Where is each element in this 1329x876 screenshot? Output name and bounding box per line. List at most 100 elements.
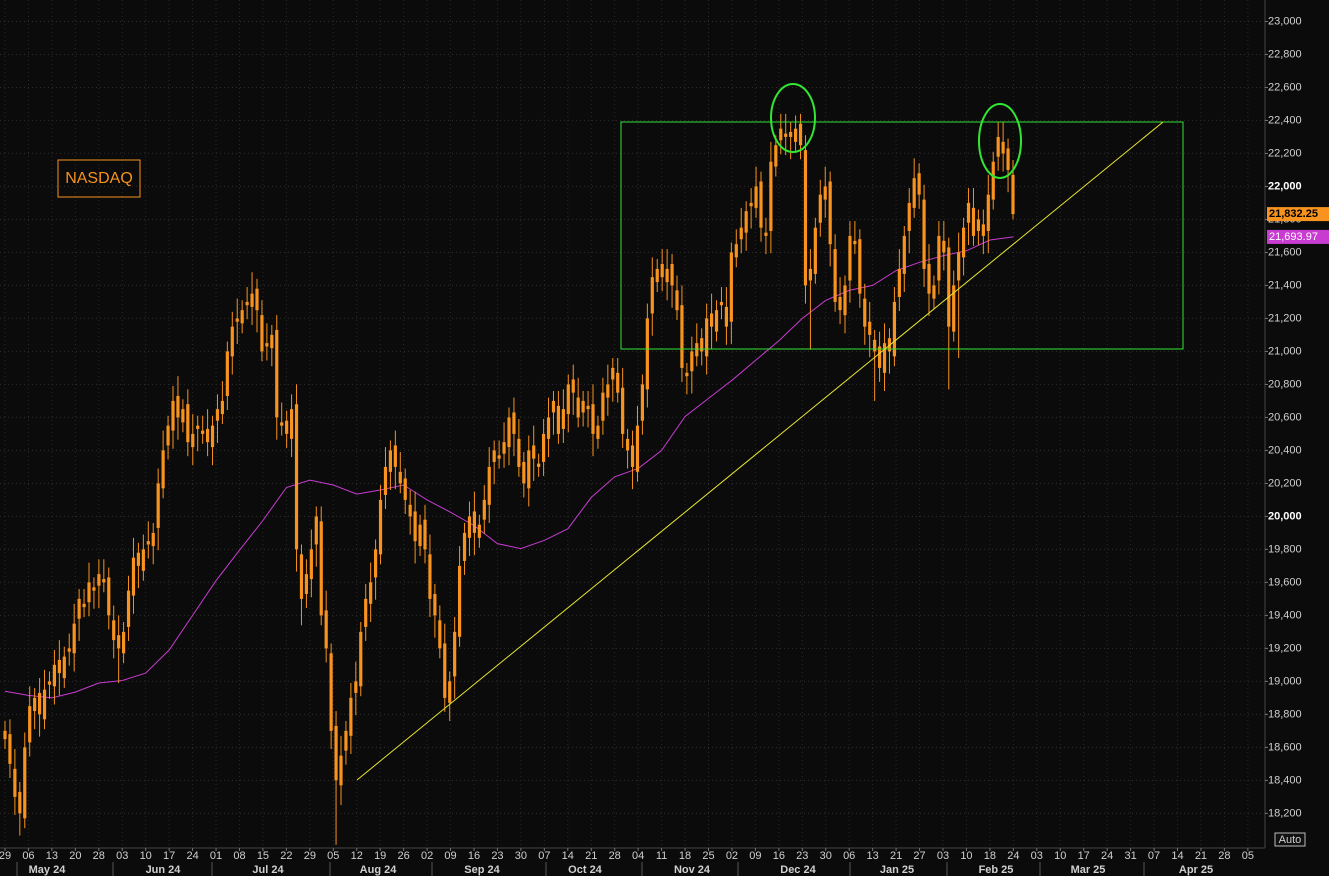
candle-body: [803, 150, 808, 286]
candle-body: [33, 697, 37, 712]
scale-button-label[interactable]: Auto: [1279, 834, 1302, 846]
x-tick-label: 23: [491, 850, 503, 862]
candle-body: [151, 532, 155, 547]
candle-body: [596, 425, 600, 439]
candle-body: [882, 343, 887, 373]
candle-body: [398, 471, 402, 484]
candle-body: [833, 249, 837, 302]
candle-body: [650, 277, 654, 314]
annotations: [356, 83, 1184, 781]
candle-body: [655, 268, 659, 283]
candle-body: [892, 301, 897, 357]
candle-body: [433, 593, 437, 616]
x-tick-label: 24: [186, 850, 198, 862]
month-label: Aug 24: [360, 864, 398, 876]
candle-body: [413, 511, 417, 542]
candle-body: [1006, 148, 1010, 170]
axes: 18,200 18,400 18,600 18,800 19,000 19,200 19,4…: [0, 15, 1329, 876]
candle-body: [457, 565, 462, 637]
x-tick-label: 05: [327, 850, 339, 862]
candle-body: [97, 574, 101, 586]
candle-body: [907, 202, 911, 231]
range-box: [620, 121, 1184, 350]
candle-body: [393, 445, 397, 467]
candle-body: [240, 310, 244, 324]
candle-body: [789, 131, 793, 137]
candle-body: [976, 219, 981, 231]
candle-body: [369, 582, 373, 604]
candle-body: [645, 318, 649, 390]
candle-layer: [3, 113, 1015, 845]
month-label: Sep 24: [464, 864, 500, 876]
candle-body: [537, 463, 541, 467]
candle-body: [868, 321, 872, 335]
x-tick-label: 24: [1007, 850, 1019, 862]
legend-label: NASDAQ: [65, 170, 133, 187]
candle-body: [561, 409, 565, 429]
candle-body: [764, 232, 768, 236]
y-tick-label: 18,200: [1268, 807, 1302, 819]
candle-body: [255, 288, 259, 311]
x-tick-label: 28: [93, 850, 105, 862]
candle-body: [541, 433, 546, 462]
candle-body: [230, 326, 234, 357]
month-label: Jun 24: [146, 864, 182, 876]
candle-body: [448, 681, 452, 703]
x-tick-label: 27: [913, 850, 925, 862]
candle-body: [482, 499, 486, 520]
candle-body: [798, 123, 803, 146]
candle-body: [522, 461, 526, 484]
candle-body: [754, 186, 758, 208]
candle-body: [171, 400, 175, 431]
candle-body: [3, 730, 7, 740]
candle-body: [996, 136, 1000, 157]
y-tick-label: 21,200: [1268, 312, 1302, 324]
candle-body: [774, 145, 778, 167]
y-tick-label: 20,600: [1268, 411, 1302, 423]
candle-body: [408, 504, 412, 517]
candle-body: [1001, 141, 1005, 154]
y-tick-label: 21,600: [1268, 246, 1302, 258]
candle-body: [112, 620, 116, 641]
candle-body: [947, 247, 951, 327]
candle-body: [675, 290, 679, 311]
candle-body: [314, 516, 318, 545]
month-label: Feb 25: [979, 864, 1014, 876]
x-tick-label: 21: [1195, 850, 1207, 862]
candle-body: [966, 202, 971, 223]
candle-body: [690, 351, 694, 372]
candle-body: [512, 412, 516, 434]
candle-body: [853, 240, 857, 245]
candle-body: [196, 425, 200, 429]
x-tick-label: 02: [421, 850, 433, 862]
month-label: Dec 24: [780, 864, 816, 876]
scale-button[interactable]: [1274, 832, 1306, 847]
candle-body: [942, 240, 946, 253]
candle-body: [181, 409, 185, 423]
candle-body: [981, 224, 985, 236]
candle-body: [714, 310, 719, 332]
y-tick-label: 21,400: [1268, 279, 1302, 291]
y-tick-label: 20,200: [1268, 477, 1302, 489]
y-tick-label: 23,000: [1268, 15, 1302, 27]
candle-body: [121, 631, 126, 654]
candle-body: [517, 438, 521, 467]
candle-body: [877, 346, 882, 368]
candle-body: [902, 235, 906, 274]
y-tick-label: 20,800: [1268, 378, 1302, 390]
x-tick-label: 21: [585, 850, 597, 862]
x-tick-label: 17: [163, 850, 175, 862]
x-tick-label: 18: [984, 850, 996, 862]
x-tick-label: 24: [1101, 850, 1113, 862]
candle-body: [403, 478, 407, 500]
candle-body: [428, 554, 432, 599]
candle-body: [779, 128, 783, 141]
candle-body: [611, 367, 615, 380]
candle-body: [635, 425, 640, 472]
x-tick-label: 14: [562, 850, 574, 862]
candle-body: [319, 521, 323, 616]
candle-body: [215, 409, 220, 421]
y-tick-label: 22,200: [1268, 147, 1302, 159]
y-tick-label: 22,800: [1268, 48, 1302, 60]
